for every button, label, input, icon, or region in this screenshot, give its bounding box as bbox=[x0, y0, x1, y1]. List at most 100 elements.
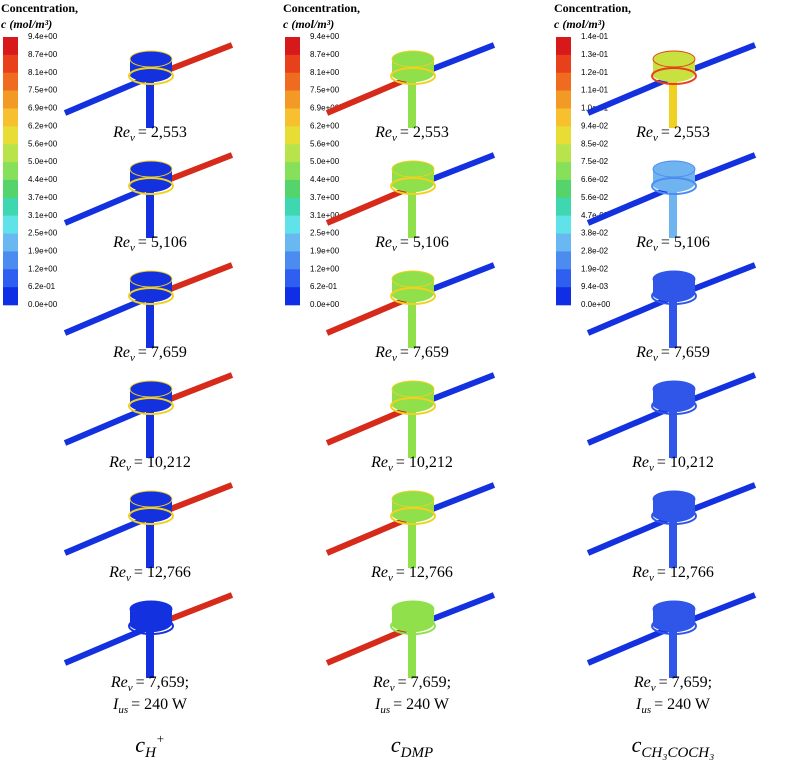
i-symbol: I bbox=[635, 696, 642, 713]
re-value: = 12,766 bbox=[134, 564, 191, 581]
colorbar-band bbox=[285, 233, 300, 252]
colorbar-label: 5.6e-02 bbox=[581, 193, 609, 202]
mixer-contour bbox=[63, 42, 234, 128]
colorbar-label: 5.6e+00 bbox=[310, 139, 340, 148]
chamber-top bbox=[652, 380, 696, 398]
re-value: = 2,553 bbox=[661, 124, 710, 141]
inlet-pipe bbox=[586, 184, 675, 226]
colorbar-band bbox=[556, 90, 571, 109]
colorbar-label: 1.4e-01 bbox=[581, 32, 609, 41]
re-value: = 12,766 bbox=[396, 564, 453, 581]
colorbar-unit: c (mol/m³) bbox=[554, 17, 605, 31]
mixer-contour bbox=[325, 42, 496, 128]
stem bbox=[408, 408, 416, 458]
colorbar-band bbox=[3, 197, 18, 216]
colorbar-band bbox=[3, 215, 18, 234]
chamber-rim bbox=[390, 177, 436, 195]
reynolds-label: Rev = 10,212 bbox=[108, 454, 191, 474]
chamber-top bbox=[129, 600, 173, 618]
chamber-rim bbox=[128, 617, 174, 635]
colorbar-band bbox=[3, 72, 18, 91]
colorbar-band bbox=[3, 144, 18, 163]
reynolds-label: Rev = 10,212 bbox=[631, 454, 714, 474]
inlet-pipe bbox=[586, 294, 675, 336]
re-subscript: v bbox=[388, 572, 393, 584]
colorbar-label: 2.5e+00 bbox=[28, 229, 58, 238]
reynolds-label: Rev = 12,766 bbox=[370, 564, 453, 584]
colorbar-label: 1.9e+00 bbox=[310, 247, 340, 256]
inlet-pipe bbox=[63, 624, 152, 666]
symbol: c bbox=[632, 732, 642, 757]
symbol: c bbox=[135, 732, 145, 757]
colorbar-band bbox=[556, 251, 571, 270]
re-value: = 10,212 bbox=[657, 454, 714, 471]
colorbar-band bbox=[285, 108, 300, 127]
mixer-contour bbox=[586, 262, 757, 348]
chamber-rim bbox=[128, 287, 174, 305]
colorbar-label: 8.7e+00 bbox=[310, 50, 340, 59]
symbol: c bbox=[391, 732, 401, 757]
re-value: = 10,212 bbox=[134, 454, 191, 471]
mixer-contour bbox=[325, 482, 496, 568]
re-symbol: Re bbox=[631, 564, 649, 581]
colorbar-band bbox=[556, 108, 571, 127]
inlet-pipe bbox=[586, 514, 675, 556]
colorbar-label: 6.6e-02 bbox=[581, 175, 609, 184]
colorbar-label: 6.2e-01 bbox=[310, 282, 338, 291]
re-symbol: Re bbox=[112, 124, 130, 141]
re-subscript: v bbox=[128, 682, 133, 694]
re-value: = 7,659; bbox=[398, 674, 451, 691]
colorbar-label: 8.1e+00 bbox=[28, 68, 58, 77]
re-symbol: Re bbox=[112, 234, 130, 251]
stem bbox=[669, 628, 677, 678]
colorbar-band bbox=[285, 197, 300, 216]
colorbar-label: 5.0e+00 bbox=[28, 157, 58, 166]
colorbar-label: 1.2e-01 bbox=[581, 68, 609, 77]
inlet-pipe bbox=[325, 294, 414, 336]
colorbar-band bbox=[285, 287, 300, 306]
chamber-top bbox=[391, 160, 435, 178]
chamber-top bbox=[652, 600, 696, 618]
reynolds-label: Rev = 7,659; bbox=[372, 674, 451, 694]
colorbar-band bbox=[285, 269, 300, 288]
colorbar-band bbox=[285, 72, 300, 91]
colorbar-label: 1.2e+00 bbox=[28, 264, 58, 273]
re-subscript: v bbox=[392, 242, 397, 254]
chamber-top bbox=[391, 490, 435, 508]
chamber-rim bbox=[651, 287, 697, 305]
colorbar-label: 7.5e+00 bbox=[310, 86, 340, 95]
colorbar-label: 8.5e-02 bbox=[581, 139, 609, 148]
re-symbol: Re bbox=[372, 674, 390, 691]
colorbar-band bbox=[285, 37, 300, 56]
chamber-top bbox=[652, 50, 696, 68]
re-value: = 7,659 bbox=[400, 344, 449, 361]
chamber-rim bbox=[390, 287, 436, 305]
colorbar-label: 1.3e-01 bbox=[581, 50, 609, 59]
colorbar-unit: c (mol/m³) bbox=[283, 17, 334, 31]
inlet-pipe bbox=[586, 74, 675, 116]
re-symbol: Re bbox=[374, 344, 392, 361]
chamber-rim bbox=[651, 67, 697, 85]
colorbar-label: 3.7e+00 bbox=[28, 193, 58, 202]
chamber-rim bbox=[390, 67, 436, 85]
mixer-contour bbox=[586, 372, 757, 458]
mixer-contour bbox=[325, 592, 496, 678]
chamber-top bbox=[652, 270, 696, 288]
re-value: = 5,106 bbox=[138, 234, 187, 251]
reynolds-label: Rev = 7,659 bbox=[635, 344, 710, 364]
mixer-contour bbox=[586, 482, 757, 568]
colorbar-label: 4.4e+00 bbox=[28, 175, 58, 184]
re-subscript: v bbox=[130, 242, 135, 254]
re-subscript: v bbox=[649, 462, 654, 474]
colorbar-band bbox=[285, 126, 300, 145]
reynolds-label: Rev = 2,553 bbox=[112, 124, 187, 144]
re-symbol: Re bbox=[112, 344, 130, 361]
colorbar-label: 9.4e-03 bbox=[581, 282, 609, 291]
stem bbox=[669, 408, 677, 458]
re-subscript: v bbox=[126, 462, 131, 474]
column-symbol: cDMP bbox=[391, 732, 433, 761]
i-subscript: us bbox=[380, 704, 390, 716]
i-subscript: us bbox=[641, 704, 651, 716]
colorbar-band bbox=[3, 287, 18, 306]
